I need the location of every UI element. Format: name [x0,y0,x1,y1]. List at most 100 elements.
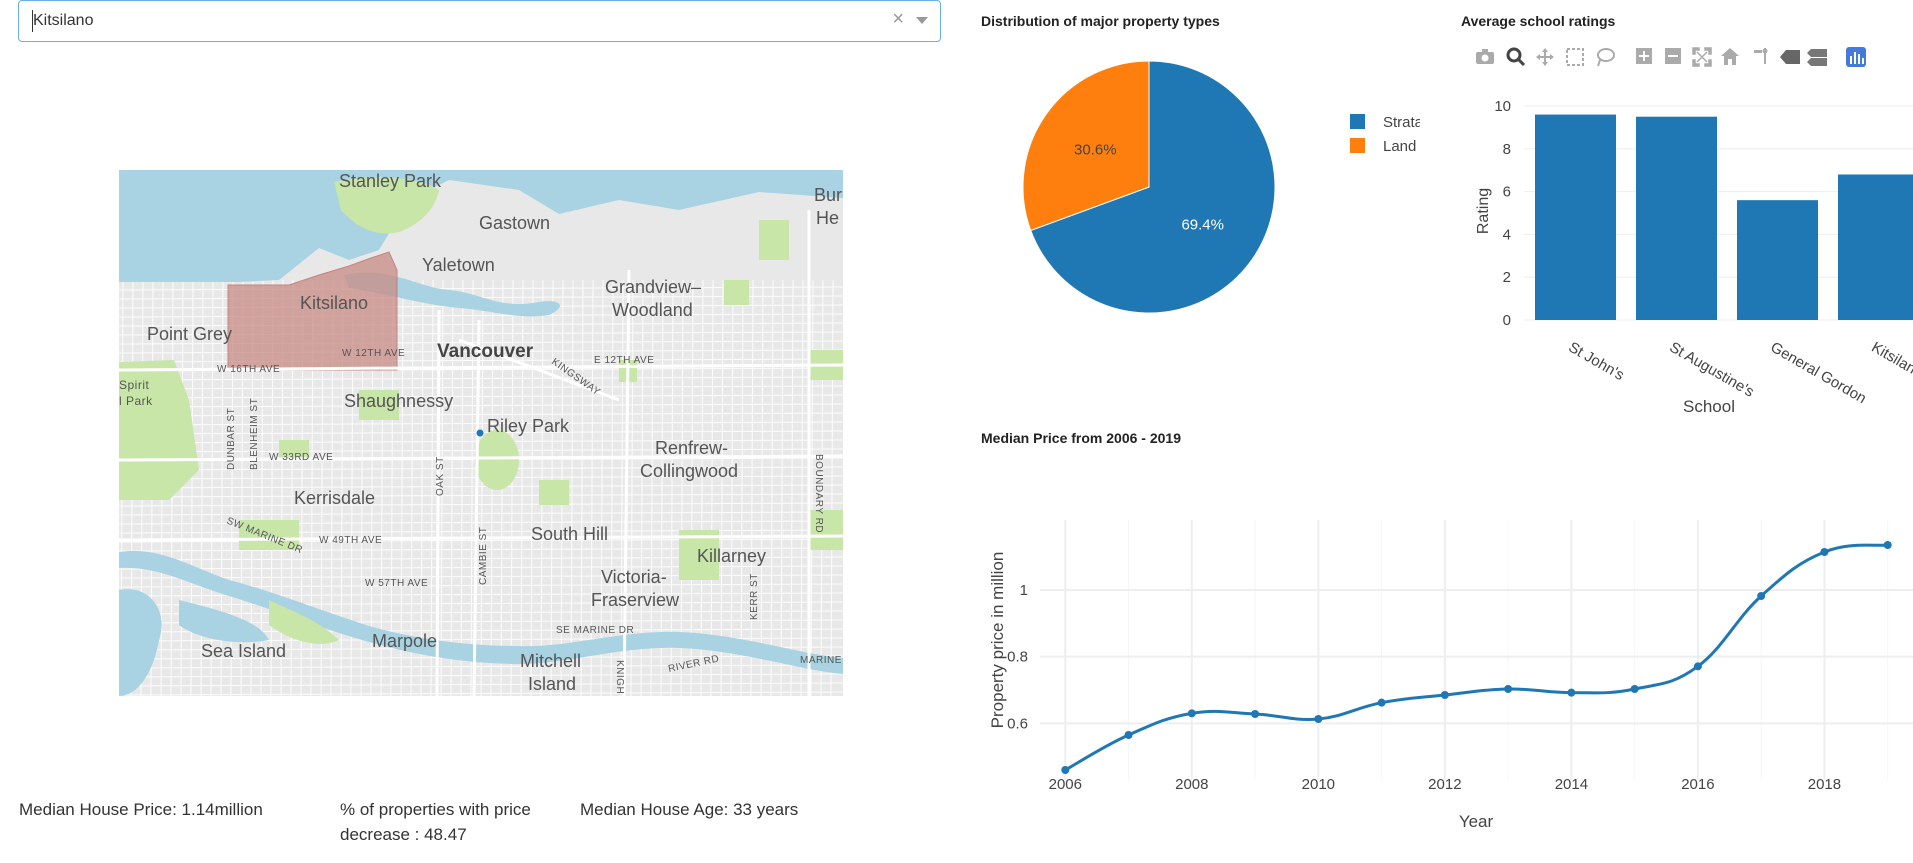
line-x-tick-label: 2018 [1808,776,1841,793]
bar-chart-title: Average school ratings [1461,13,1616,29]
line-point-2011[interactable] [1377,698,1386,707]
legend-label-strata[interactable]: Strata [1383,114,1420,131]
line-point-2017[interactable] [1757,592,1766,600]
map-marker[interactable] [476,429,484,437]
zoom-in-icon[interactable] [1636,48,1652,64]
street-label-w12: W 12TH AVE [342,348,405,359]
map-label-sea-island: Sea Island [201,641,286,661]
plotly-logo-icon[interactable] [1846,47,1866,67]
line-x-tick-label: 2016 [1681,776,1714,793]
pie-chart-title: Distribution of major property types [981,13,1220,29]
map-label-collingwood: Collingwood [640,461,738,481]
bar-x-tick-label: St John's [1566,339,1628,384]
street-label-kerr: KERR ST [749,573,760,620]
legend-swatch-land[interactable] [1350,138,1365,153]
line-point-2008[interactable] [1187,709,1196,718]
street-label-se-marine: SE MARINE DR [556,625,634,636]
map-canvas[interactable]: Stanley Park Gastown Yaletown Grandview–… [119,170,843,696]
line-chart[interactable]: Property price in million Year 0.6 0.8 1 20… [975,490,1913,863]
map-label-renfrew: Renfrew- [655,438,728,458]
autoscale-icon[interactable] [1692,47,1712,67]
reset-axes-icon[interactable] [1721,48,1739,65]
line-point-2013[interactable] [1504,685,1513,693]
zoom-icon[interactable] [1506,47,1526,67]
camera-icon[interactable] [1476,49,1494,64]
spike-lines-icon[interactable] [1754,48,1768,64]
false-creek-water [344,272,560,317]
street-label-boundary: BOUNDARY RD [813,454,824,533]
map-label-bur: Bur [814,185,842,205]
price-decrease-line1: % of properties with price [340,800,531,819]
map-label-spirit: Spirit [119,378,150,392]
map-label-vancouver: Vancouver [437,341,534,362]
map-label-mitchell: Mitchell [520,651,581,671]
line-y-tick-label: 0.6 [1007,715,1028,732]
fraser-river-water [119,550,843,674]
line-x-axis-label: Year [1459,812,1494,831]
modebar-icons [1476,47,1866,67]
line-point-2015[interactable] [1630,685,1639,693]
line-y-tick-label: 0.8 [1007,649,1028,666]
bar-y-tick-label: 2 [1503,269,1511,286]
map-label-gastown: Gastown [479,213,550,233]
stanley-park-area [334,177,439,234]
map-label-he: He [816,208,839,228]
hover-compare-icon[interactable] [1807,49,1827,66]
bar-2[interactable] [1636,116,1717,320]
line-x-tick-label: 2012 [1428,776,1461,793]
line-point-2018[interactable] [1820,548,1829,556]
street-label-e12: E 12TH AVE [594,355,654,366]
hover-closest-icon[interactable] [1780,50,1800,64]
street-label-w16: W 16TH AVE [217,364,280,375]
map-label-marpole: Marpole [372,631,437,651]
neighbourhood-dropdown[interactable]: Kitsilano × [18,0,941,42]
map-label-south-hill: South Hill [531,524,608,544]
price-decrease-stat: % of properties with price decrease : 48… [340,797,531,847]
street-label-oak: OAK ST [435,456,446,496]
street-label-knight: KNIGH [614,660,625,694]
neighbourhood-map[interactable]: Stanley Park Gastown Yaletown Grandview–… [119,170,843,696]
line-point-2014[interactable] [1567,688,1576,697]
line-point-2007[interactable] [1124,731,1133,739]
legend-swatch-strata[interactable] [1350,114,1365,129]
pie-chart[interactable]: 69.4% 30.6% Strata Land [970,40,1420,410]
zoom-out-icon[interactable] [1665,48,1681,64]
chevron-down-icon[interactable] [916,17,928,24]
map-label-point-grey: Point Grey [147,324,232,344]
bar-y-tick-label: 8 [1503,141,1511,158]
line-point-2010[interactable] [1314,715,1323,723]
line-point-2019[interactable] [1883,541,1892,549]
bar-chart[interactable]: Rating School 0 2 4 6 8 10 St John's St Augusti… [1460,80,1913,430]
map-label-woodland: Woodland [612,300,693,320]
line-point-2009[interactable] [1251,710,1260,718]
legend-label-land[interactable]: Land [1383,138,1416,155]
pie-slice-strata[interactable] [1030,60,1276,314]
map-label-riley-park: Riley Park [487,416,570,436]
street-label-cambie: CAMBIE ST [478,527,489,585]
street-label-w33: W 33RD AVE [269,452,333,463]
map-label-grandview: Grandview– [605,277,701,297]
dropdown-selected-value[interactable]: Kitsilano [33,12,94,29]
pie-slice-land[interactable] [1022,60,1150,232]
plot-modebar [1474,44,1913,68]
map-label-kerrisdale: Kerrisdale [294,488,375,508]
sea-island-channel [179,600,269,643]
clear-icon[interactable]: × [892,8,904,30]
box-select-icon[interactable] [1566,48,1584,66]
bar-3[interactable] [1737,200,1818,320]
line-point-2016[interactable] [1693,662,1702,671]
map-label-fraserview: Fraserview [591,590,680,610]
line-point-2012[interactable] [1440,691,1449,699]
street-label-w49: W 49TH AVE [319,535,382,546]
line-x-tick-label: 2014 [1555,776,1588,793]
line-point-2006[interactable] [1061,766,1070,774]
bar-4[interactable] [1838,174,1913,320]
bar-y-tick-label: 10 [1494,98,1511,115]
line-chart-title: Median Price from 2006 - 2019 [981,430,1181,446]
lasso-icon[interactable] [1597,48,1615,67]
bar-1[interactable] [1535,114,1616,320]
map-label-killarney: Killarney [697,546,766,566]
line-x-tick-label: 2006 [1049,776,1082,793]
pan-icon[interactable] [1536,48,1554,66]
map-label-victoria: Victoria- [601,567,667,587]
